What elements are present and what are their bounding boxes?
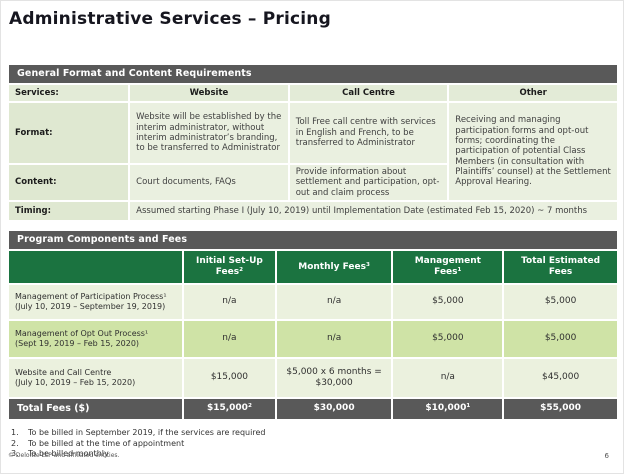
format-website-cell: Website will be established by the inter… [130, 103, 288, 163]
fees-table-title-row: Program Components and Fees [9, 231, 617, 250]
fees-row-label: Management of Opt Out Process¹ (Sept 19,… [9, 321, 183, 358]
format-table-header-row: Services: Website Call Centre Other [9, 85, 617, 101]
monthly-fee-cell: n/a [276, 285, 392, 320]
column-total-estimated-fees: Total Estimated Fees [504, 251, 617, 284]
fees-row-title: Management of Participation Process¹ [15, 291, 167, 301]
format-table: General Format and Content Requirements … [7, 63, 619, 222]
page-title: Administrative Services – Pricing [9, 9, 331, 29]
fees-row-label: Website and Call Centre (July 10, 2019 –… [9, 359, 183, 398]
total-setup-fee: $15,000² [184, 399, 275, 420]
footnote-3: 3. To be billed monthly [11, 449, 623, 460]
setup-fee-cell: n/a [184, 285, 275, 320]
column-services: Services: [9, 85, 129, 101]
column-management-fees-label: Management Fees¹ [414, 256, 481, 278]
column-other: Other [449, 85, 617, 101]
fees-table: Program Components and Fees Initial Set-… [7, 229, 619, 421]
other-cell: Receiving and managing participation for… [449, 103, 617, 201]
footnote-text: To be billed monthly [28, 449, 109, 459]
footnote-text: To be billed at the time of appointment [28, 438, 185, 448]
setup-fee-cell: n/a [184, 321, 275, 358]
column-monthly-fees: Monthly Fees³ [276, 251, 392, 284]
format-call-centre-cell: Toll Free call centre with services in E… [289, 103, 448, 163]
footnote-number: 3. [11, 449, 19, 459]
footnote-2: 2. To be billed at the time of appointme… [11, 439, 623, 450]
page-number: 6 [604, 452, 609, 460]
total-management-fee: $10,000¹ [393, 399, 503, 420]
footnotes: 1. To be billed in September 2019, if th… [11, 428, 623, 460]
timing-row: Timing: Assumed starting Phase I (July 1… [9, 202, 617, 221]
column-call-centre: Call Centre [289, 85, 448, 101]
footnote-number: 1. [11, 428, 19, 438]
fees-row-label: Management of Participation Process¹ (Ju… [9, 285, 183, 320]
timing-value-cell: Assumed starting Phase I (July 10, 2019)… [130, 202, 617, 221]
timing-row-label: Timing: [9, 202, 129, 221]
total-fees-label: Total Fees ($) [9, 399, 183, 420]
content-row: Content: Court documents, FAQs Provide i… [9, 165, 617, 201]
copyright-notice: © Deloitte LLP and affiliated entities. [8, 452, 120, 459]
total-fee-cell: $5,000 [504, 321, 617, 358]
total-fees-row: Total Fees ($) $15,000² $30,000 $10,000¹… [9, 399, 617, 420]
management-fee-cell: $5,000 [393, 321, 503, 358]
column-total-estimated-fees-label: Total Estimated Fees [521, 256, 601, 278]
total-monthly-fee: $30,000 [276, 399, 392, 420]
fees-row-participation: Management of Participation Process¹ (Ju… [9, 285, 617, 320]
format-table-title-row: General Format and Content Requirements [9, 65, 617, 83]
management-fee-cell: $5,000 [393, 285, 503, 320]
footnote-1: 1. To be billed in September 2019, if th… [11, 428, 623, 439]
fees-row-dates: (Sept 19, 2019 – Feb 15, 2020) [15, 339, 140, 349]
footnote-number: 2. [11, 438, 19, 448]
fees-row-title: Management of Opt Out Process¹ [15, 328, 149, 338]
format-table-title: General Format and Content Requirements [9, 65, 617, 83]
fees-row-opt-out: Management of Opt Out Process¹ (Sept 19,… [9, 321, 617, 358]
content-website-cell: Court documents, FAQs [130, 165, 288, 201]
fees-row-dates: (July 10, 2019 – September 19, 2019) [15, 302, 166, 312]
fees-table-title: Program Components and Fees [9, 231, 617, 250]
fees-row-website-call-centre: Website and Call Centre (July 10, 2019 –… [9, 359, 617, 398]
format-row-label: Format: [9, 103, 129, 163]
format-row: Format: Website will be established by t… [9, 103, 617, 201]
fees-table-header-row: Initial Set-Up Fees² Monthly Fees³ Manag… [9, 251, 617, 284]
setup-fee-cell: $15,000 [184, 359, 275, 398]
fees-row-dates: (July 10, 2019 – Feb 15, 2020) [15, 378, 136, 388]
management-fee-cell: n/a [393, 359, 503, 398]
column-blank [9, 251, 183, 284]
monthly-fee-cell: n/a [276, 321, 392, 358]
total-fee-cell: $45,000 [504, 359, 617, 398]
column-initial-setup-fees: Initial Set-Up Fees² [184, 251, 275, 284]
content-row-label: Content: [9, 165, 129, 201]
footnote-text: To be billed in September 2019, if the s… [28, 428, 266, 438]
fees-row-title: Website and Call Centre [15, 367, 112, 377]
monthly-fee-cell: $5,000 x 6 months = $30,000 [276, 359, 392, 398]
column-website: Website [130, 85, 288, 101]
column-management-fees: Management Fees¹ [393, 251, 503, 284]
total-estimated-fee: $55,000 [504, 399, 617, 420]
total-fee-cell: $5,000 [504, 285, 617, 320]
content-call-centre-cell: Provide information about settlement and… [289, 165, 448, 201]
